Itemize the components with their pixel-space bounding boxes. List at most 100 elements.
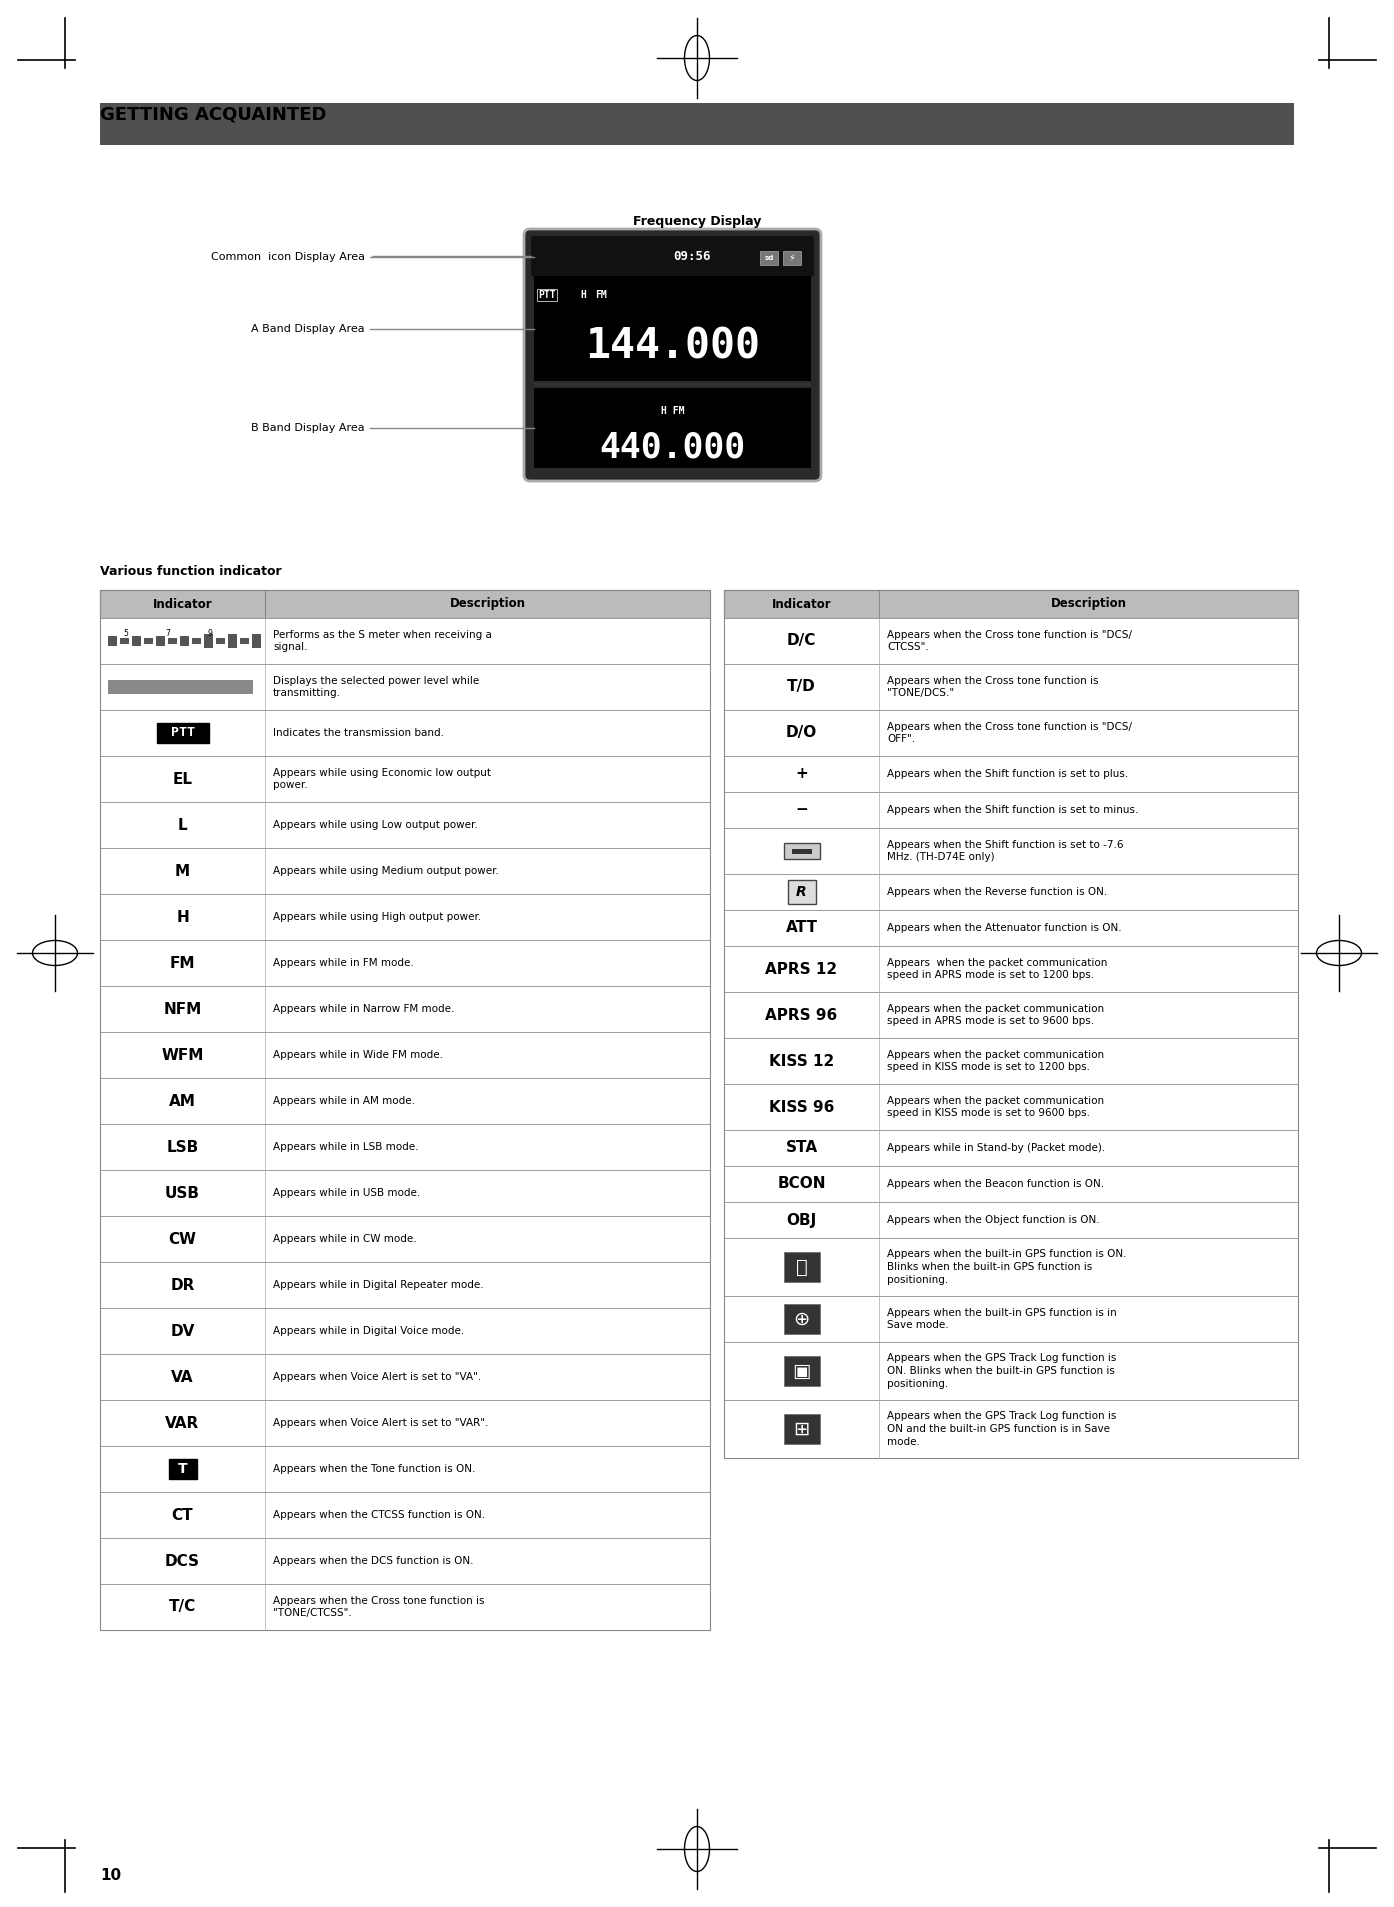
Text: Appears while in AM mode.: Appears while in AM mode. [273, 1097, 415, 1106]
Bar [100, 589, 710, 1630]
Bar [783, 1304, 820, 1335]
Text: ATT: ATT [785, 921, 817, 936]
Text: ⊕: ⊕ [793, 1310, 810, 1329]
Text: USB: USB [164, 1186, 199, 1201]
Text: 9: 9 [208, 629, 212, 637]
Bar [723, 1343, 1298, 1400]
Bar [723, 1238, 1298, 1297]
Bar [100, 1077, 710, 1123]
Text: Appears when the GPS Track Log function is
ON. Blinks when the built-in GPS func: Appears when the GPS Track Log function … [887, 1354, 1117, 1388]
Bar [783, 250, 802, 265]
Text: H: H [580, 290, 585, 299]
Text: CT: CT [171, 1508, 194, 1522]
Text: DISPLAY: DISPLAY [114, 153, 192, 170]
Text: Indicator: Indicator [772, 597, 831, 610]
Text: Common  icon Display Area: Common icon Display Area [210, 252, 365, 261]
Bar [169, 1459, 197, 1480]
Bar [723, 1131, 1298, 1165]
Text: 440.000: 440.000 [599, 431, 746, 465]
Bar [144, 639, 153, 645]
Text: 09:56: 09:56 [673, 250, 711, 263]
Bar [100, 1446, 710, 1491]
Bar [723, 709, 1298, 755]
Text: B Band Display Area: B Band Display Area [251, 423, 365, 433]
Text: Various function indicator: Various function indicator [100, 564, 282, 578]
Text: Appears while using Low output power.: Appears while using Low output power. [273, 820, 478, 830]
Bar [100, 755, 710, 803]
Text: ⊞: ⊞ [793, 1419, 810, 1438]
Text: LSB: LSB [166, 1140, 198, 1154]
Text: APRS 96: APRS 96 [765, 1007, 838, 1022]
Bar [723, 992, 1298, 1037]
Bar [100, 1400, 710, 1446]
Text: Appears while in CW mode.: Appears while in CW mode. [273, 1234, 417, 1243]
Bar [100, 1539, 710, 1585]
Text: ⚡: ⚡ [789, 252, 796, 263]
FancyBboxPatch shape [524, 229, 821, 481]
Bar [723, 1400, 1298, 1459]
Text: PTT: PTT [170, 727, 195, 740]
Bar [107, 637, 117, 646]
Text: WFM: WFM [162, 1047, 204, 1062]
Text: GETTING ACQUAINTED: GETTING ACQUAINTED [100, 105, 326, 122]
Text: DV: DV [170, 1323, 195, 1339]
Bar [192, 639, 201, 645]
Bar [723, 791, 1298, 828]
Bar [100, 1491, 710, 1539]
Text: Performs as the S meter when receiving a
signal.: Performs as the S meter when receiving a… [273, 629, 492, 652]
Text: Appears when the DCS function is ON.: Appears when the DCS function is ON. [273, 1556, 474, 1566]
Text: Appears while in Stand-by (Packet mode).: Appears while in Stand-by (Packet mode). [887, 1142, 1105, 1154]
Bar [204, 633, 213, 648]
Text: PTT: PTT [538, 290, 556, 299]
Text: T/C: T/C [169, 1600, 197, 1615]
Text: Indicator: Indicator [153, 597, 212, 610]
Bar [132, 637, 141, 646]
Bar [723, 589, 1298, 1459]
Text: BCON: BCON [778, 1177, 825, 1192]
Text: M: M [174, 864, 190, 879]
Text: DR: DR [170, 1278, 195, 1293]
Bar [723, 1165, 1298, 1201]
Bar [100, 709, 710, 755]
Text: Appears when the GPS Track Log function is
ON and the built-in GPS function is i: Appears when the GPS Track Log function … [887, 1411, 1117, 1447]
Text: NFM: NFM [163, 1001, 202, 1016]
Text: ⌖: ⌖ [796, 1257, 807, 1276]
Text: CW: CW [169, 1232, 197, 1247]
Text: Appears when the packet communication
speed in KISS mode is set to 1200 bps.: Appears when the packet communication sp… [887, 1049, 1104, 1072]
Bar [723, 618, 1298, 664]
Bar [100, 1262, 710, 1308]
Text: D/O: D/O [786, 725, 817, 740]
FancyBboxPatch shape [531, 236, 814, 277]
Bar [156, 723, 209, 744]
Bar [723, 1037, 1298, 1083]
Text: DCS: DCS [164, 1554, 199, 1568]
Text: Appears when the Cross tone function is "DCS/
OFF".: Appears when the Cross tone function is … [887, 721, 1132, 744]
Text: Appears when the Tone function is ON.: Appears when the Tone function is ON. [273, 1465, 475, 1474]
Bar [723, 589, 1298, 618]
Text: VAR: VAR [166, 1415, 199, 1430]
Bar [100, 1308, 710, 1354]
Bar [783, 1413, 820, 1444]
Text: Appears when the built-in GPS function is in
Save mode.: Appears when the built-in GPS function i… [887, 1308, 1117, 1331]
Text: Appears while in Digital Voice mode.: Appears while in Digital Voice mode. [273, 1325, 464, 1337]
Text: sd: sd [764, 254, 774, 261]
Text: STA: STA [785, 1140, 817, 1156]
Text: FM: FM [595, 290, 606, 299]
Text: Appears when the built-in GPS function is ON.
Blinks when the built-in GPS funct: Appears when the built-in GPS function i… [887, 1249, 1126, 1285]
Text: +: + [795, 767, 809, 782]
Text: Appears while using Economic low output
power.: Appears while using Economic low output … [273, 769, 491, 789]
Bar [156, 637, 164, 646]
Text: Appears while using High output power.: Appears while using High output power. [273, 912, 481, 921]
Text: Description: Description [1051, 597, 1126, 610]
Bar [169, 639, 177, 645]
Bar [100, 894, 710, 940]
Text: Appears when the Cross tone function is
"TONE/CTCSS".: Appears when the Cross tone function is … [273, 1596, 485, 1619]
Bar [783, 843, 820, 858]
Bar [100, 1217, 710, 1262]
Text: Appears while in LSB mode.: Appears while in LSB mode. [273, 1142, 418, 1152]
Bar [723, 1297, 1298, 1343]
Text: L: L [177, 818, 187, 833]
Text: Appears when the Object function is ON.: Appears when the Object function is ON. [887, 1215, 1100, 1224]
Bar [534, 383, 811, 385]
Text: Appears when the Shift function is set to plus.: Appears when the Shift function is set t… [887, 769, 1128, 778]
